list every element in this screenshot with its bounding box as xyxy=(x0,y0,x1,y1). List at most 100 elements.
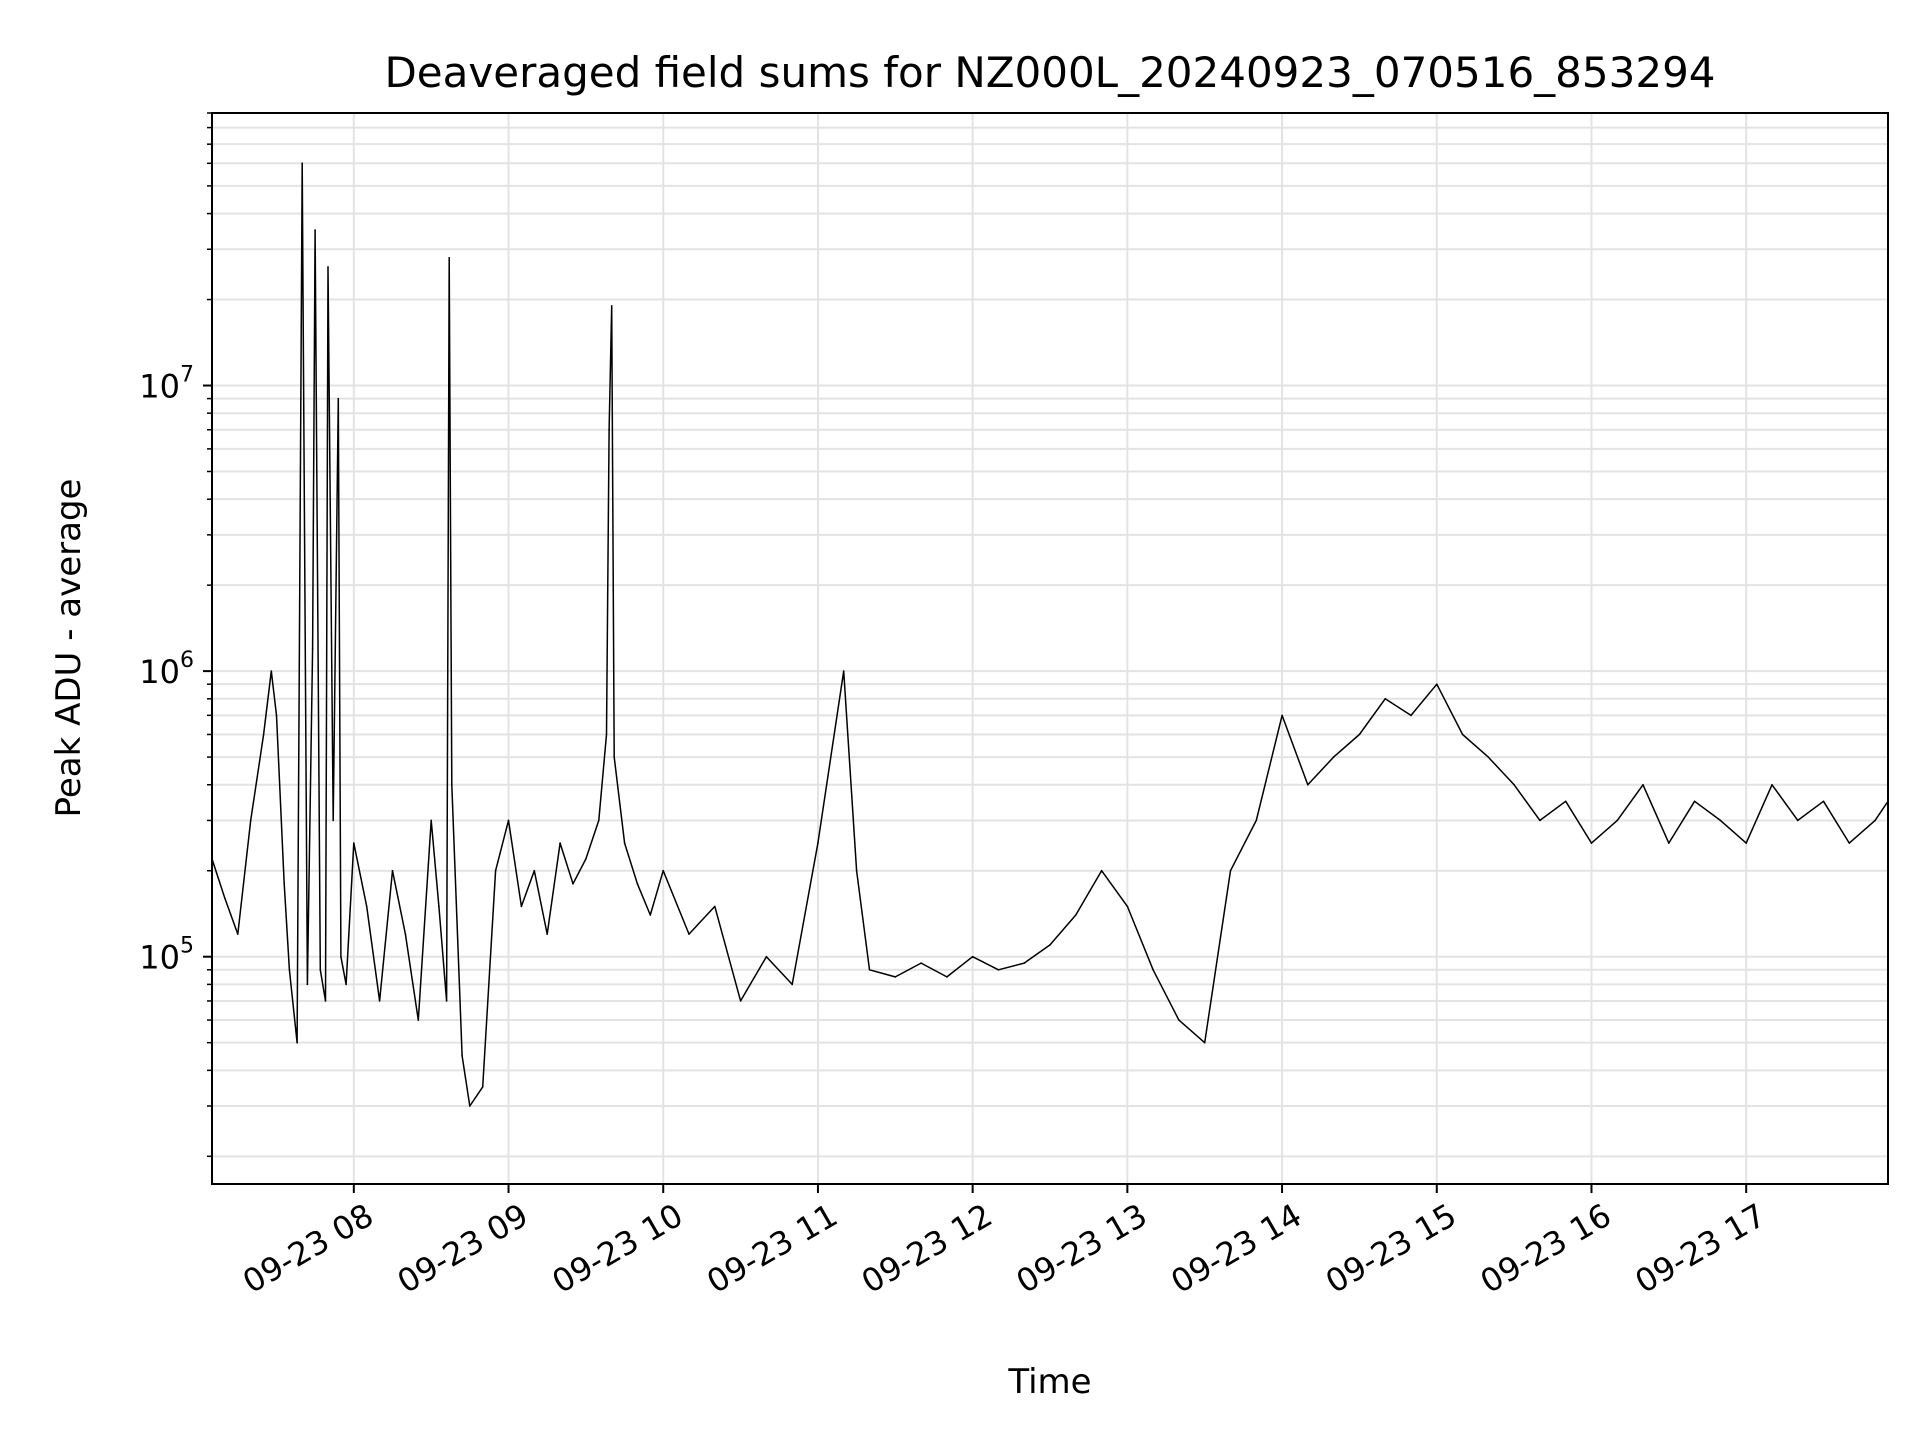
data-point xyxy=(662,869,664,872)
data-point xyxy=(469,1105,471,1107)
data-point xyxy=(1745,842,1747,844)
plot-frame xyxy=(211,112,1889,1185)
data-point xyxy=(296,1041,298,1044)
data-point xyxy=(1564,800,1567,803)
data-point xyxy=(817,842,819,844)
data-point xyxy=(430,819,433,822)
data-point xyxy=(1384,698,1386,700)
data-point xyxy=(319,969,322,971)
data-point xyxy=(507,819,510,822)
y-tick-label: 107 xyxy=(139,363,194,406)
data-point xyxy=(1100,869,1103,872)
data-point xyxy=(572,883,574,885)
y-tick-exponent: 7 xyxy=(180,363,194,388)
data-point xyxy=(1307,784,1309,786)
data-point xyxy=(920,962,922,964)
data-point xyxy=(451,784,453,786)
data-point xyxy=(1874,819,1876,822)
data-point xyxy=(1049,944,1051,946)
data-point xyxy=(533,869,536,872)
data-point xyxy=(262,733,265,736)
data-point xyxy=(1539,819,1541,822)
data-point xyxy=(288,969,291,971)
data-point xyxy=(1255,819,1258,822)
data-point xyxy=(391,869,394,872)
data-point xyxy=(1487,756,1490,758)
data-point xyxy=(1178,1019,1180,1021)
data-point xyxy=(224,897,226,900)
data-point xyxy=(283,883,286,885)
data-point xyxy=(1152,969,1154,971)
data-point xyxy=(608,429,610,431)
data-point xyxy=(494,869,497,872)
data-point xyxy=(270,670,273,672)
data-point xyxy=(842,670,845,672)
data-point xyxy=(1797,819,1799,822)
data-point xyxy=(1616,819,1619,822)
data-point xyxy=(605,733,608,736)
data-point xyxy=(481,1086,484,1088)
data-point xyxy=(585,858,587,860)
data-point xyxy=(340,955,342,958)
data-point xyxy=(1203,1041,1206,1044)
data-point xyxy=(598,819,600,822)
data-point xyxy=(1126,905,1129,908)
data-point xyxy=(613,756,615,758)
data-point xyxy=(1436,683,1438,685)
data-point xyxy=(445,1000,448,1002)
data-point xyxy=(365,905,368,908)
data-point xyxy=(559,842,561,844)
y-tick-exponent: 5 xyxy=(180,934,194,959)
data-point xyxy=(791,983,793,986)
data-point xyxy=(332,819,335,822)
data-point xyxy=(1358,733,1361,736)
data-point xyxy=(417,1019,420,1021)
data-point xyxy=(649,914,652,916)
data-point xyxy=(636,883,639,885)
data-point xyxy=(324,1000,327,1002)
data-point xyxy=(520,905,523,908)
data-point xyxy=(1642,784,1644,786)
data-point xyxy=(739,1000,742,1002)
data-point xyxy=(404,933,407,935)
data-point xyxy=(337,397,340,400)
data-point xyxy=(327,266,329,268)
data-point xyxy=(610,305,613,307)
data-point xyxy=(1848,842,1851,844)
y-tick-base: 10 xyxy=(139,939,180,977)
data-point xyxy=(237,933,239,935)
data-point xyxy=(461,1054,463,1057)
chart-title: Deaveraged field sums for NZ000L_2024092… xyxy=(384,48,1715,97)
data-point xyxy=(971,955,974,958)
data-point xyxy=(855,869,858,872)
data-point xyxy=(353,842,355,844)
y-tick-base: 10 xyxy=(139,653,180,691)
x-axis-label: Time xyxy=(1007,1362,1091,1402)
y-tick-label: 105 xyxy=(139,934,194,977)
data-point xyxy=(688,933,690,935)
data-point xyxy=(1513,784,1515,786)
data-point xyxy=(1229,869,1232,872)
data-point xyxy=(275,714,278,717)
data-layer xyxy=(212,162,1888,1107)
y-axis-label: Peak ADU - average xyxy=(49,479,89,818)
data-point xyxy=(345,983,347,986)
data-point xyxy=(314,229,316,231)
data-point xyxy=(1822,800,1825,803)
data-point xyxy=(868,969,871,971)
data-point xyxy=(714,905,716,908)
data-point xyxy=(1771,784,1773,786)
data-point xyxy=(765,955,768,958)
data-point xyxy=(546,933,548,935)
data-point xyxy=(1332,756,1335,758)
y-tick-label: 106 xyxy=(139,648,194,691)
data-point xyxy=(894,976,897,978)
data-point xyxy=(623,842,626,844)
data-point xyxy=(438,905,440,908)
data-point xyxy=(946,976,948,978)
data-point xyxy=(378,1000,381,1002)
data-point xyxy=(448,257,451,259)
data-point xyxy=(1410,714,1412,717)
